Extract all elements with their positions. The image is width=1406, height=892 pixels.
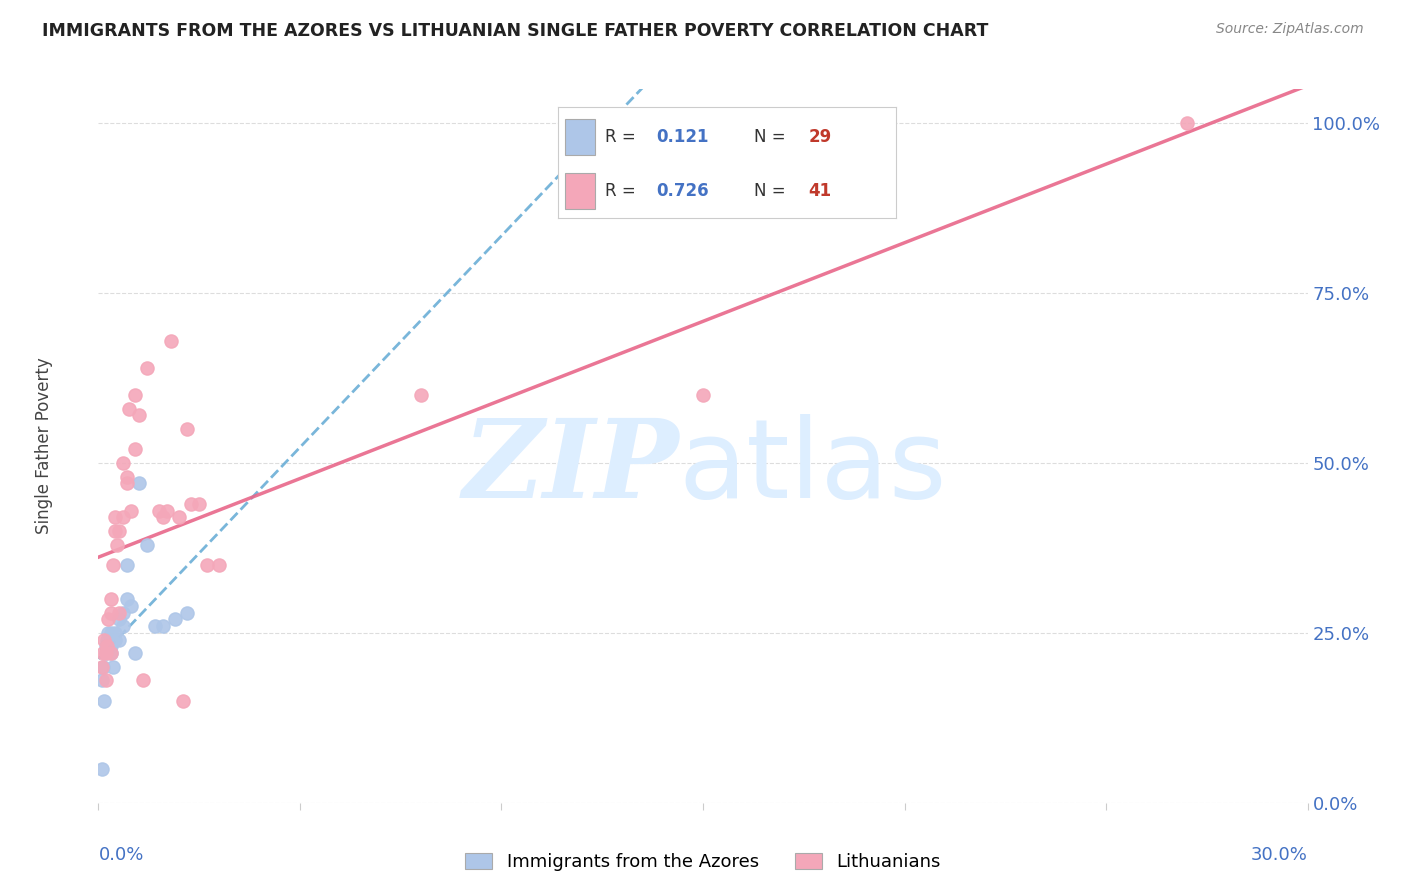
- Point: [96, 640, 118, 654]
- Point: [180, 497, 202, 511]
- Point: [97, 612, 120, 626]
- Point: [103, 510, 125, 524]
- Point: [152, 510, 174, 524]
- Point: [93, 632, 115, 647]
- Point: [208, 558, 231, 572]
- Point: [96, 646, 118, 660]
- Point: [172, 694, 194, 708]
- Point: [103, 626, 125, 640]
- Point: [167, 510, 190, 524]
- Point: [135, 360, 157, 375]
- Text: ZIP: ZIP: [463, 414, 679, 521]
- Point: [97, 626, 120, 640]
- Point: [96, 646, 118, 660]
- Text: atlas: atlas: [679, 414, 948, 521]
- Point: [91, 646, 114, 660]
- Point: [128, 476, 150, 491]
- Point: [107, 606, 129, 620]
- Point: [115, 558, 138, 572]
- Point: [107, 612, 129, 626]
- Point: [90, 762, 112, 776]
- Point: [195, 558, 218, 572]
- Point: [120, 503, 142, 517]
- Point: [100, 646, 122, 660]
- Point: [91, 660, 114, 674]
- Point: [124, 646, 146, 660]
- Point: [152, 619, 174, 633]
- Point: [100, 591, 122, 606]
- Point: [103, 524, 125, 538]
- Point: [160, 334, 183, 348]
- Point: [1175, 116, 1198, 130]
- Point: [100, 640, 122, 654]
- Text: 0.0%: 0.0%: [98, 846, 143, 863]
- Point: [96, 640, 118, 654]
- Point: [101, 558, 124, 572]
- Point: [111, 606, 134, 620]
- Point: [103, 632, 125, 647]
- Point: [135, 537, 157, 551]
- Point: [409, 388, 432, 402]
- Point: [111, 619, 134, 633]
- Point: [692, 388, 714, 402]
- Point: [91, 660, 114, 674]
- Point: [101, 660, 124, 674]
- Point: [176, 606, 198, 620]
- Point: [100, 626, 122, 640]
- Point: [91, 673, 114, 688]
- Point: [124, 442, 146, 457]
- Point: [120, 599, 142, 613]
- Point: [115, 476, 138, 491]
- Point: [111, 510, 134, 524]
- Point: [100, 606, 122, 620]
- Point: [132, 673, 155, 688]
- Point: [100, 632, 122, 647]
- Point: [105, 537, 128, 551]
- Point: [118, 401, 141, 416]
- Point: [156, 503, 179, 517]
- Point: [128, 409, 150, 423]
- Point: [100, 646, 122, 660]
- Point: [188, 497, 211, 511]
- Text: 30.0%: 30.0%: [1251, 846, 1308, 863]
- Point: [148, 503, 170, 517]
- Point: [96, 673, 118, 688]
- Point: [107, 524, 129, 538]
- Point: [96, 632, 118, 647]
- Point: [143, 619, 166, 633]
- Point: [115, 591, 138, 606]
- Text: IMMIGRANTS FROM THE AZORES VS LITHUANIAN SINGLE FATHER POVERTY CORRELATION CHART: IMMIGRANTS FROM THE AZORES VS LITHUANIAN…: [42, 22, 988, 40]
- Point: [111, 456, 134, 470]
- Text: Single Father Poverty: Single Father Poverty: [35, 358, 53, 534]
- Point: [115, 469, 138, 483]
- Point: [93, 694, 115, 708]
- Point: [124, 388, 146, 402]
- Text: Source: ZipAtlas.com: Source: ZipAtlas.com: [1216, 22, 1364, 37]
- Point: [163, 612, 186, 626]
- Point: [107, 632, 129, 647]
- Legend: Immigrants from the Azores, Lithuanians: Immigrants from the Azores, Lithuanians: [458, 846, 948, 879]
- Point: [176, 422, 198, 436]
